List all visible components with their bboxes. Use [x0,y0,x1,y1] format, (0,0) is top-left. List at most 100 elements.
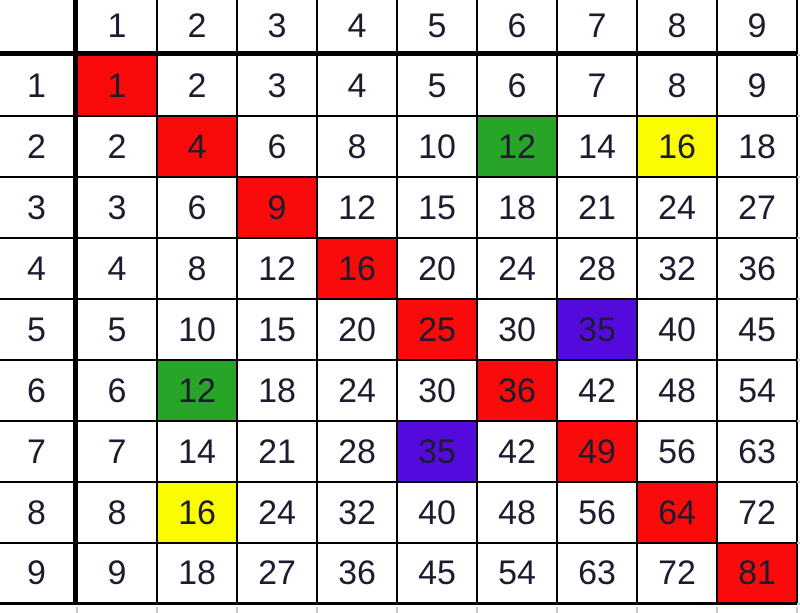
table-cell: 28 [558,239,638,300]
table-cell: 21 [238,422,318,483]
table-cell: 42 [558,361,638,422]
table-cell: 18 [718,117,798,178]
table-cell: 32 [638,239,718,300]
table-cell: 3 [78,178,158,239]
table-cell: 12 [238,239,318,300]
table-cell: 4 [318,56,398,117]
table-cell: 45 [718,300,798,361]
table-cell: 36 [318,544,398,605]
table-cell: 9 [78,544,158,605]
table-cell: 30 [478,300,558,361]
col-header-cell: 8 [638,0,718,56]
table-cell: 35 [558,300,638,361]
table-cell: 10 [398,117,478,178]
col-header-cell: 9 [718,0,798,56]
table-cell: 36 [478,361,558,422]
row-header-cell: 9 [0,544,78,605]
table-cell: 1 [78,56,158,117]
table-cell: 12 [318,178,398,239]
table-cell: 56 [558,483,638,544]
table-cell: 36 [718,239,798,300]
table-cell: 9 [238,178,318,239]
faint-column-gridline-stub [556,607,558,613]
table-cell: 7 [78,422,158,483]
table-cell: 54 [478,544,558,605]
col-header-cell: 7 [558,0,638,56]
table-cell: 12 [478,117,558,178]
row-header-cell: 4 [0,239,78,300]
table-cell: 24 [318,361,398,422]
table-cell: 32 [318,483,398,544]
table-cell: 20 [318,300,398,361]
faint-column-gridline-stub [156,607,158,613]
table-cell: 81 [718,544,798,605]
faint-row-gridline-stub [797,359,800,361]
table-cell: 14 [558,117,638,178]
table-cell: 2 [158,56,238,117]
table-cell: 18 [238,361,318,422]
row-header-cell: 8 [0,483,78,544]
table-cell: 6 [478,56,558,117]
row-header-cell: 5 [0,300,78,361]
faint-column-gridline-stub [796,607,798,613]
table-cell: 48 [638,361,718,422]
col-header-cell: 3 [238,0,318,56]
table-cell: 8 [318,117,398,178]
table-cell: 10 [158,300,238,361]
table-cell: 25 [398,300,478,361]
row-header-cell: 7 [0,422,78,483]
table-cell: 64 [638,483,718,544]
col-header-cell: 6 [478,0,558,56]
table-cell: 6 [238,117,318,178]
table-cell: 2 [78,117,158,178]
faint-row-gridline-stub [797,481,800,483]
table-cell: 5 [78,300,158,361]
table-cell: 16 [158,483,238,544]
table-cell: 4 [158,117,238,178]
table-cell: 8 [78,483,158,544]
table-cell: 63 [558,544,638,605]
faint-column-gridline-stub [716,607,718,613]
table-cell: 21 [558,178,638,239]
table-cell: 7 [558,56,638,117]
col-header-cell: 2 [158,0,238,56]
table-cell: 6 [158,178,238,239]
table-cell: 30 [398,361,478,422]
table-cell: 6 [78,361,158,422]
faint-row-gridline-stub [797,603,800,605]
faint-row-gridline-stub [797,298,800,300]
row-header-cell: 1 [0,56,78,117]
table-cell: 16 [638,117,718,178]
row-header-cell: 2 [0,117,78,178]
table-cell: 9 [718,56,798,117]
faint-column-gridline-stub [476,607,478,613]
faint-column-gridline-stub [236,607,238,613]
row-header-cell: 3 [0,178,78,239]
table-cell: 27 [718,178,798,239]
table-cell: 20 [398,239,478,300]
table-cell: 18 [478,178,558,239]
table-cell: 35 [398,422,478,483]
table-cell: 56 [638,422,718,483]
table-cell: 42 [478,422,558,483]
table-cell: 18 [158,544,238,605]
table-cell: 24 [478,239,558,300]
faint-column-gridline-stub [636,607,638,613]
table-cell: 28 [318,422,398,483]
table-cell: 5 [398,56,478,117]
table-cell: 49 [558,422,638,483]
faint-row-gridline-stub [797,237,800,239]
table-cell: 14 [158,422,238,483]
faint-row-gridline-stub [797,115,800,117]
faint-row-gridline-stub [797,420,800,422]
col-header-cell: 5 [398,0,478,56]
table-cell: 24 [638,178,718,239]
table-cell: 12 [158,361,238,422]
table-cell: 40 [638,300,718,361]
table-cell: 48 [478,483,558,544]
table-cell: 8 [638,56,718,117]
table-cell: 27 [238,544,318,605]
faint-column-gridline-stub [316,607,318,613]
